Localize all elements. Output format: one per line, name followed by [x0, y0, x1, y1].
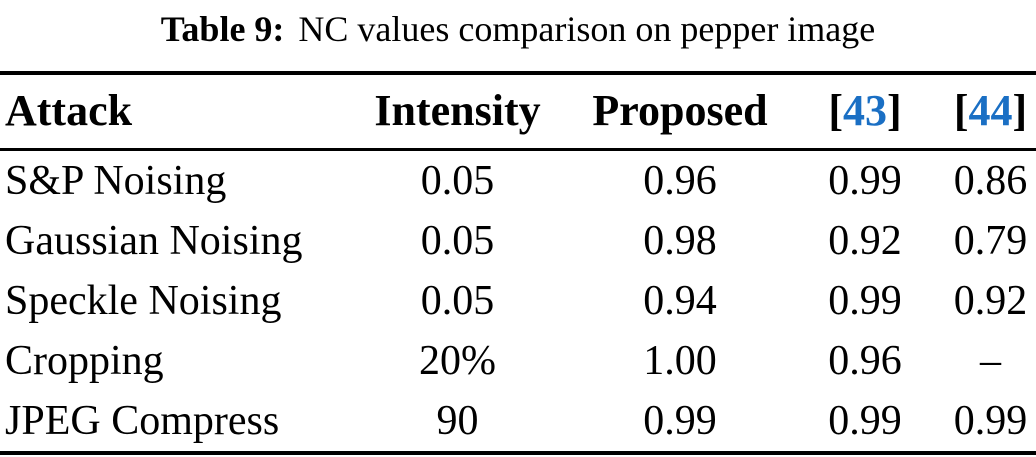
- header-intensity: Intensity: [340, 73, 575, 151]
- citation-43-link[interactable]: 43: [843, 86, 887, 135]
- cell-ref43: 0.96: [828, 338, 902, 384]
- cell-proposed: 0.98: [643, 218, 717, 264]
- header-row: Attack Intensity Proposed [43] [44]: [0, 73, 1036, 151]
- citation-44-link[interactable]: 44: [968, 86, 1013, 135]
- cell-proposed: 1.00: [643, 338, 717, 384]
- table-body: S&P Noising 0.05 0.96 0.99 0.86 Gaussian…: [0, 150, 1036, 454]
- cell-attack: S&P Noising: [5, 158, 227, 204]
- header-ref43: [43]: [785, 73, 945, 151]
- cell-ref44: 0.86: [953, 158, 1028, 204]
- cell-intensity: 0.05: [420, 158, 495, 204]
- table-row: Gaussian Noising 0.05 0.98 0.92 0.79: [0, 211, 1036, 271]
- cell-attack: Speckle Noising: [5, 278, 282, 324]
- cell-proposed: 0.96: [643, 158, 717, 204]
- cell-proposed: 0.99: [643, 398, 717, 444]
- cell-intensity: 0.05: [420, 218, 495, 264]
- nc-values-table: Attack Intensity Proposed [43] [44] S&P …: [0, 71, 1036, 455]
- cell-ref44: –: [980, 338, 1001, 384]
- cell-ref43: 0.99: [828, 158, 902, 204]
- table-row: Speckle Noising 0.05 0.94 0.99 0.92: [0, 271, 1036, 331]
- cell-proposed: 0.94: [643, 278, 717, 324]
- table-header: Attack Intensity Proposed [43] [44]: [0, 73, 1036, 151]
- cell-intensity: 20%: [419, 338, 496, 384]
- header-attack: Attack: [0, 73, 340, 151]
- cell-intensity: 90: [436, 398, 479, 444]
- table-row: Cropping 20% 1.00 0.96 –: [0, 331, 1036, 391]
- cell-intensity: 0.05: [420, 278, 495, 324]
- table-row: JPEG Compress 90 0.99 0.99 0.99: [0, 391, 1036, 453]
- bracket-close: ]: [887, 86, 902, 135]
- cell-attack: Gaussian Noising: [5, 218, 303, 264]
- table-caption-label: Table 9:: [160, 9, 285, 49]
- cell-attack: JPEG Compress: [5, 398, 280, 444]
- bracket-open: [: [953, 86, 969, 135]
- cell-ref43: 0.99: [828, 278, 902, 324]
- bracket-open: [: [828, 86, 843, 135]
- table-row: S&P Noising 0.05 0.96 0.99 0.86: [0, 150, 1036, 212]
- header-proposed: Proposed: [575, 73, 785, 151]
- cell-ref44: 0.79: [953, 218, 1028, 264]
- cell-ref44: 0.99: [953, 398, 1028, 444]
- cell-ref43: 0.92: [828, 218, 902, 264]
- bracket-close: ]: [1012, 86, 1028, 135]
- cell-attack: Cropping: [5, 338, 164, 384]
- header-ref44: [44]: [945, 73, 1036, 151]
- table-caption: Table 9: NC values comparison on pepper i…: [0, 0, 1036, 71]
- cell-ref43: 0.99: [828, 398, 902, 444]
- table-caption-text: NC values comparison on pepper image: [298, 9, 876, 49]
- cell-ref44: 0.92: [953, 278, 1028, 324]
